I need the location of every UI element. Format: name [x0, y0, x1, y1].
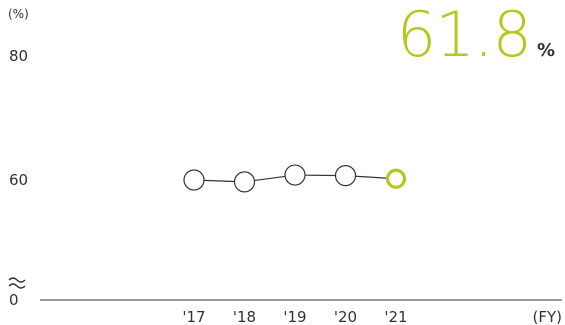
data-point [334, 165, 357, 187]
x-tick-label: '18 [233, 308, 256, 325]
y-tick-label: 60 [9, 171, 28, 189]
x-unit-label: (FY) [533, 308, 563, 325]
headline-metric: 61.8 % [397, 4, 555, 66]
x-tick-label: '19 [283, 308, 306, 325]
y-tick-labels: 0 60 80 [9, 47, 28, 309]
axis-break-icon [8, 277, 26, 289]
y-tick-label: 0 [9, 291, 19, 309]
data-point [183, 169, 205, 191]
x-tick-label: '17 [182, 308, 205, 325]
x-tick-labels: '17 '18 '19 '20 '21 [182, 308, 407, 325]
data-point-highlight [385, 168, 407, 189]
x-tick-label: '21 [384, 308, 407, 325]
data-point [233, 171, 256, 193]
x-tick-label: '20 [334, 308, 357, 325]
data-point [284, 164, 306, 186]
y-tick-label: 80 [9, 47, 28, 65]
headline-value: 61.8 [396, 0, 532, 71]
headline-unit: % [536, 40, 555, 61]
series-line [183, 164, 407, 193]
y-unit-label: (%) [8, 7, 29, 21]
